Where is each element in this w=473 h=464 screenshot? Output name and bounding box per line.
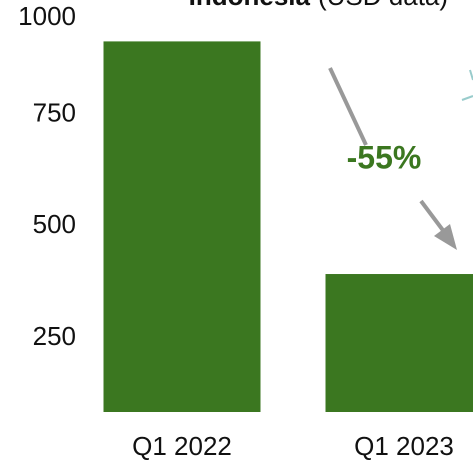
bar xyxy=(103,41,261,412)
arrow-head xyxy=(434,224,457,250)
arrow xyxy=(328,67,368,146)
chart-subtitle: (USD data) xyxy=(318,0,448,11)
chart-title: Indonesia xyxy=(189,0,311,11)
sparkle xyxy=(461,69,473,101)
bar xyxy=(325,274,473,412)
y-tick-label: 250 xyxy=(33,321,76,351)
y-tick-label: 1000 xyxy=(18,1,76,31)
y-tick-label: 500 xyxy=(33,209,76,239)
annotation: -55% xyxy=(347,139,422,175)
x-tick-label: Q1 2022 xyxy=(132,431,232,461)
y-tick-label: 750 xyxy=(33,98,76,128)
x-tick-label: Q1 2023 xyxy=(354,431,454,461)
